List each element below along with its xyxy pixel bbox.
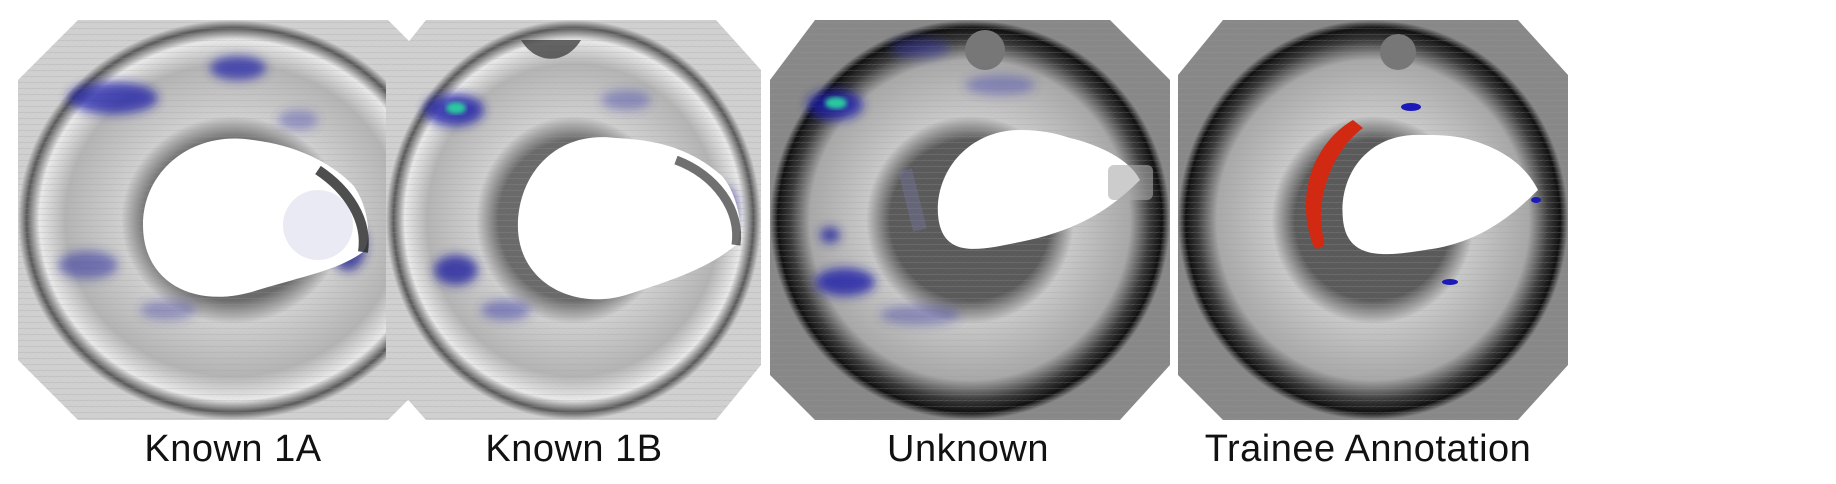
- red-annotation-region: [1305, 120, 1363, 249]
- cochlea-image-trainee-annotation: [1178, 20, 1568, 420]
- panel-unknown: [770, 20, 1170, 420]
- caption-unknown: Unknown: [887, 428, 1049, 470]
- caption-known-1a: Known 1A: [144, 428, 322, 470]
- panel-known-1b: [386, 20, 761, 420]
- caption-trainee-annotation: Trainee Annotation: [1204, 428, 1532, 470]
- panel-trainee-annotation: [1178, 20, 1568, 420]
- panel-known-1a: [18, 20, 448, 420]
- caption-known-1b: Known 1B: [485, 428, 663, 470]
- cochlea-image-known-1b: [386, 20, 761, 420]
- cochlea-image-unknown: [770, 20, 1170, 420]
- cochlea-image-known-1a: [18, 20, 448, 420]
